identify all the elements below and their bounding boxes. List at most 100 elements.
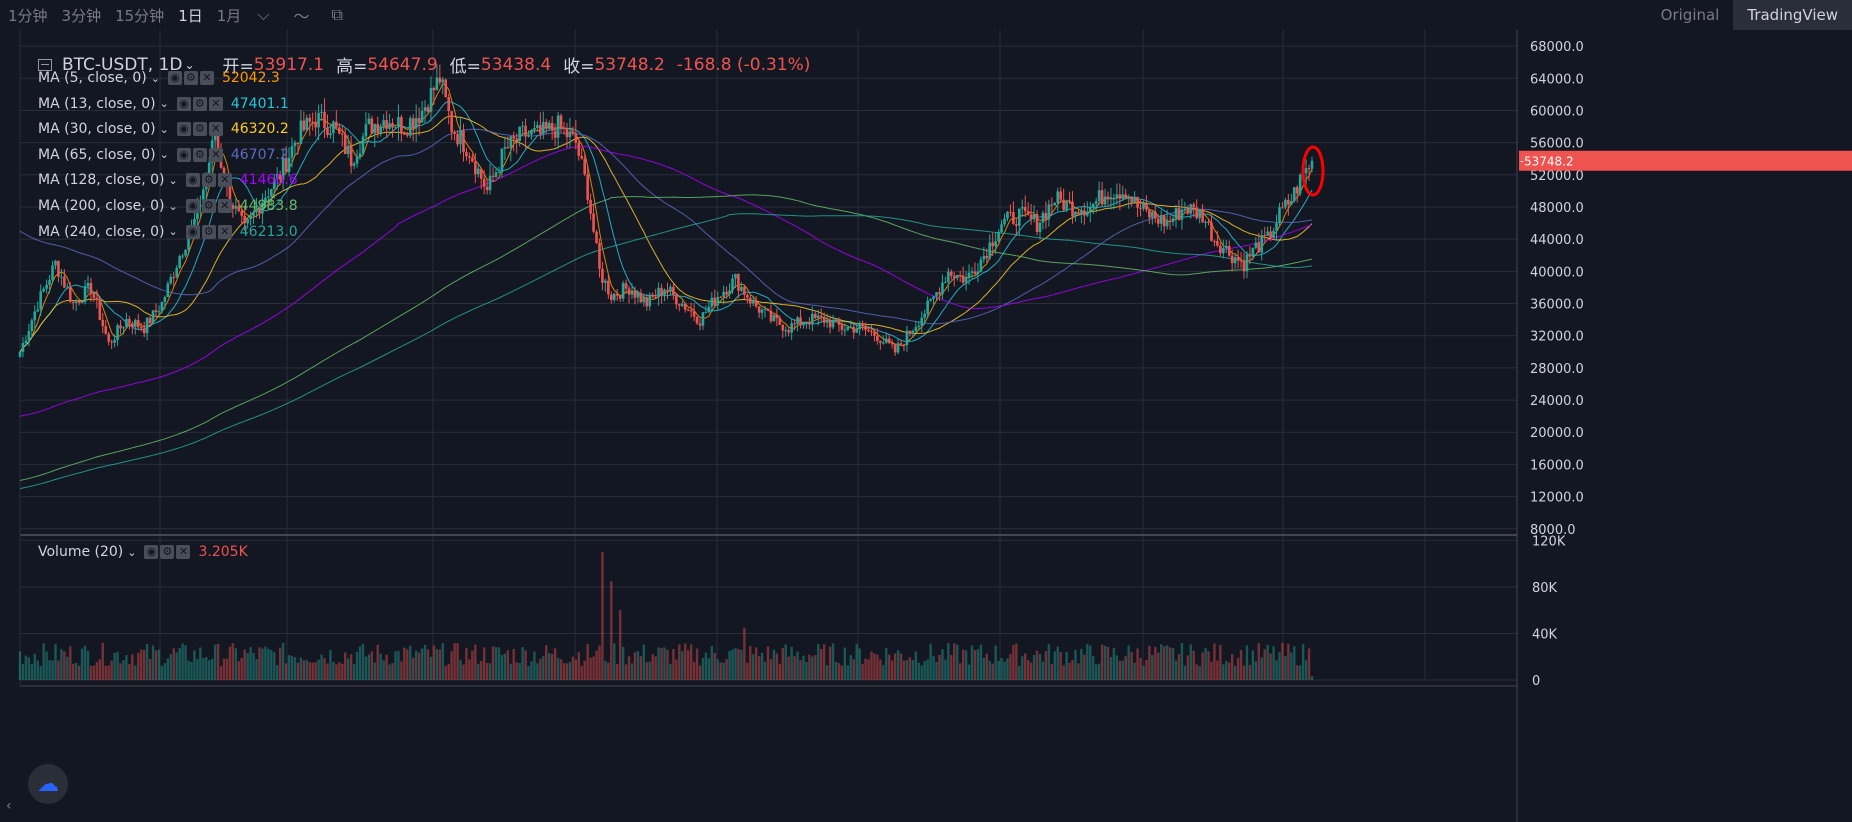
indicator-label[interactable]: MA (30, close, 0) <box>38 121 156 138</box>
view-tradingview[interactable]: TradingView <box>1733 0 1852 30</box>
candle-body <box>1009 211 1012 213</box>
grid-lines <box>19 30 1518 822</box>
eye-icon[interactable]: ◉ <box>176 122 191 137</box>
timeframe-3m[interactable]: 3分钟 <box>61 6 102 25</box>
gear-icon[interactable]: ⚙ <box>192 147 207 162</box>
candle-body <box>338 127 341 134</box>
volume-bar <box>145 643 149 680</box>
indicator-label[interactable]: MA (200, close, 0) <box>38 198 165 214</box>
candle-body <box>116 325 119 340</box>
price-tick-label: 32000.0 <box>1530 330 1584 345</box>
gear-icon[interactable]: ⚙ <box>201 173 216 188</box>
volume-bar <box>1018 665 1021 680</box>
indicator-label[interactable]: MA (5, close, 0) <box>38 70 147 86</box>
tradingview-logo-icon[interactable]: ☁ <box>28 764 68 804</box>
timeframe-1m[interactable]: 1分钟 <box>8 6 48 25</box>
close-icon[interactable]: ✕ <box>217 173 232 188</box>
chevron-left-icon[interactable]: ‹ <box>6 798 12 814</box>
candle-body <box>1168 220 1172 222</box>
eye-icon[interactable]: ◉ <box>185 224 200 239</box>
volume-bar <box>1009 654 1012 680</box>
close-icon[interactable]: ✕ <box>199 71 214 85</box>
close-icon[interactable]: ✕ <box>208 96 223 111</box>
gear-icon[interactable]: ⚙ <box>201 199 216 213</box>
chevron-down-icon[interactable]: ⌄ <box>127 545 137 559</box>
eye-icon[interactable]: ◉ <box>185 199 200 213</box>
candle-body <box>462 129 465 153</box>
close-icon[interactable]: ✕ <box>208 122 223 137</box>
volume-bar <box>148 658 152 680</box>
chevron-down-icon[interactable]: ⌄ <box>168 173 178 187</box>
volume-bar <box>610 581 613 680</box>
volume-bar <box>905 660 909 680</box>
candle-body <box>1287 199 1290 205</box>
volume-bar <box>879 659 882 680</box>
candle-body <box>855 329 858 333</box>
volume-bar <box>512 648 515 680</box>
candle-body <box>48 280 51 285</box>
candle-body <box>444 79 448 98</box>
volume-bar <box>944 659 947 680</box>
candle-body <box>249 215 252 220</box>
volume-bar <box>163 663 167 680</box>
chevron-down-icon[interactable]: ⌄ <box>168 199 178 213</box>
candle-body <box>914 327 918 332</box>
volume-bar <box>178 648 181 680</box>
chevron-down-icon[interactable]: ⌄ <box>168 225 178 239</box>
chevron-down-icon[interactable]: ⌄ <box>184 57 195 72</box>
chevron-down-icon[interactable]: ⌵ <box>257 5 270 24</box>
indicator-label[interactable]: MA (128, close, 0) <box>38 172 165 189</box>
eye-icon[interactable]: ◉ <box>144 545 159 559</box>
screenshot-icon[interactable]: ⧉ <box>331 5 343 24</box>
candle-body <box>678 304 681 306</box>
timeframe-1mo[interactable]: 1月 <box>216 6 242 25</box>
candle-body <box>1127 196 1130 199</box>
volume-bar <box>1293 646 1296 680</box>
candle-body <box>299 120 303 144</box>
close-icon[interactable]: ✕ <box>217 199 232 213</box>
eye-icon[interactable]: ◉ <box>167 71 182 85</box>
volume-bar <box>1239 649 1243 680</box>
chevron-down-icon[interactable]: ⌄ <box>159 97 169 111</box>
volume-bar <box>961 649 965 680</box>
eye-icon[interactable]: ◉ <box>176 96 191 111</box>
symbol-label[interactable]: BTC-USDT, 1D <box>62 54 183 75</box>
candle-body <box>553 130 557 138</box>
indicator-label[interactable]: MA (240, close, 0) <box>38 223 165 240</box>
line-type-icon[interactable]: 〜 <box>293 7 310 26</box>
volume-bar <box>849 655 852 680</box>
timeframe-15m[interactable]: 15分钟 <box>115 6 165 25</box>
volume-bar <box>134 665 137 680</box>
eye-icon[interactable]: ◉ <box>185 173 200 188</box>
volume-bar <box>556 657 560 680</box>
close-icon[interactable]: ✕ <box>208 147 223 162</box>
close-icon[interactable]: ✕ <box>217 224 232 239</box>
candle-body <box>967 272 971 279</box>
gear-icon[interactable]: ⚙ <box>160 545 175 559</box>
menu-icon[interactable] <box>38 58 52 71</box>
volume-bar <box>80 648 84 680</box>
gear-icon[interactable]: ⚙ <box>183 71 198 85</box>
gear-icon[interactable]: ⚙ <box>201 224 216 239</box>
candle-body <box>1020 207 1024 209</box>
volume-label[interactable]: Volume (20) <box>38 544 124 560</box>
volume-bar <box>935 661 938 680</box>
volume-bar <box>772 649 776 680</box>
close-icon[interactable]: ✕ <box>176 545 191 559</box>
main-legend: BTC-USDT, 1D ⌄ 开= 53917.1 高= 54647.9 低= 534… <box>38 52 810 77</box>
candle-body <box>1281 207 1284 209</box>
timeframe-1d[interactable]: 1日 <box>178 6 203 25</box>
volume-bar <box>1301 644 1305 680</box>
chevron-down-icon[interactable]: ⌄ <box>159 148 169 162</box>
price-badge-label: 53748.2 <box>1524 155 1574 169</box>
eye-icon[interactable]: ◉ <box>176 147 191 162</box>
volume-bar <box>317 659 320 680</box>
gear-icon[interactable]: ⚙ <box>192 122 207 137</box>
view-original[interactable]: Original <box>1660 6 1720 24</box>
gear-icon[interactable]: ⚙ <box>192 96 207 111</box>
indicator-label[interactable]: MA (65, close, 0) <box>38 146 156 163</box>
chevron-down-icon[interactable]: ⌄ <box>159 122 169 136</box>
candle-body <box>474 161 477 175</box>
indicator-label[interactable]: MA (13, close, 0) <box>38 95 156 112</box>
chevron-down-icon[interactable]: ⌄ <box>150 71 160 85</box>
